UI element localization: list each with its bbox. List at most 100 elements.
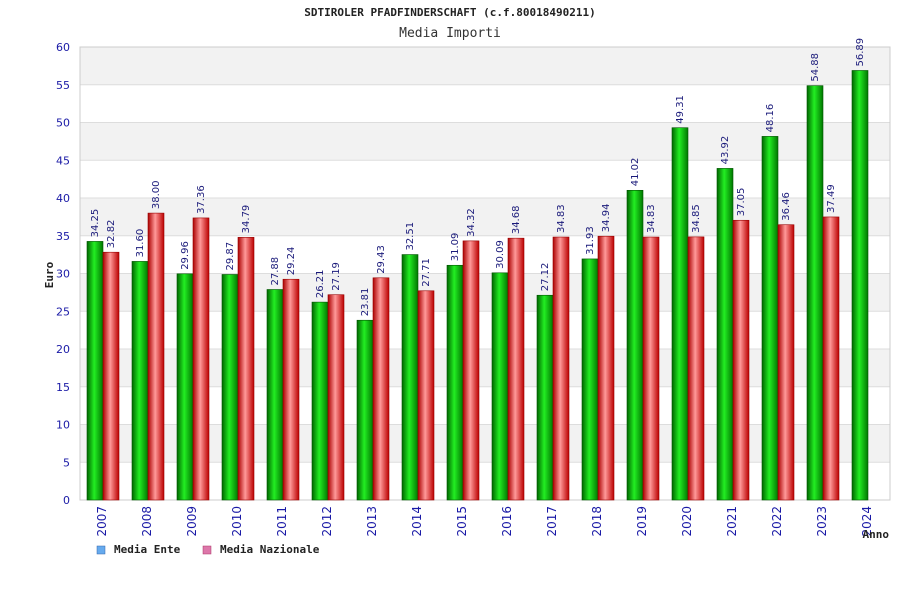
- bar-media-ente: [311, 301, 329, 501]
- data-label: 37.05: [736, 188, 747, 217]
- plot-band: [80, 84, 890, 123]
- x-tick-label: 2010: [230, 506, 244, 537]
- bar-media-nazionale: [192, 217, 210, 501]
- data-label: 54.88: [810, 53, 821, 82]
- bar-media-ente: [401, 254, 419, 501]
- x-tick-label: 2008: [140, 506, 154, 537]
- data-label: 27.71: [421, 258, 432, 287]
- y-tick-label: 35: [56, 230, 70, 243]
- plot-band: [80, 122, 890, 161]
- plot-band: [80, 311, 890, 349]
- bar-media-ente: [671, 127, 689, 501]
- y-tick-label: 50: [56, 117, 70, 130]
- bar-media-ente: [446, 264, 464, 501]
- data-label: 37.49: [826, 184, 837, 213]
- x-axis-ticks: 2007 2008 2009 2010 2011 2012 2013 2014 2015 2016…: [95, 506, 874, 537]
- bar-media-nazionale: [777, 224, 795, 501]
- legend-label-media-ente: Media Ente: [114, 543, 181, 556]
- bar-media-nazionale: [417, 290, 435, 501]
- data-label: 23.81: [360, 288, 371, 317]
- y-tick-label: 45: [56, 154, 70, 167]
- y-tick-label: 55: [56, 79, 70, 92]
- legend-swatch-media-ente: [96, 545, 106, 555]
- bar-media-nazionale: [552, 236, 570, 501]
- y-tick-label: 30: [56, 268, 70, 281]
- data-label: 31.93: [585, 226, 596, 255]
- y-tick-label: 20: [56, 343, 70, 356]
- data-label: 34.83: [646, 204, 657, 233]
- data-label: 31.60: [135, 229, 146, 258]
- data-label: 34.32: [466, 208, 477, 237]
- data-label: 29.87: [225, 242, 236, 271]
- bar-media-ente: [806, 85, 824, 501]
- y-tick-label: 10: [56, 419, 70, 432]
- plot-band: [80, 235, 890, 274]
- x-tick-label: 2009: [185, 506, 199, 537]
- x-tick-label: 2020: [680, 506, 694, 537]
- plot-border: [79, 46, 891, 501]
- data-label: 34.68: [511, 206, 522, 235]
- x-tick-label: 2013: [365, 506, 379, 537]
- data-label: 34.79: [241, 205, 252, 234]
- x-tick-label: 2015: [455, 506, 469, 537]
- bar-media-ente: [221, 274, 239, 501]
- bar-media-ente: [716, 168, 734, 501]
- x-tick-label: 2024: [860, 506, 874, 537]
- legend-label-media-nazionale: Media Nazionale: [220, 543, 320, 556]
- data-label: 27.12: [540, 263, 551, 292]
- plot-band: [80, 198, 890, 236]
- bar-media-nazionale: [147, 212, 165, 501]
- bar-media-nazionale: [507, 237, 525, 501]
- plot-band: [80, 47, 890, 85]
- bar-media-ente: [491, 272, 509, 501]
- data-label: 56.89: [855, 38, 866, 67]
- x-tick-label: 2007: [95, 506, 109, 537]
- data-label: 34.94: [601, 204, 612, 233]
- data-label: 29.24: [286, 247, 297, 276]
- data-label: 34.25: [90, 209, 101, 238]
- x-tick-label: 2022: [770, 506, 784, 537]
- bar-media-nazionale: [597, 235, 615, 501]
- data-label: 37.36: [196, 185, 207, 214]
- y-tick-label: 0: [63, 494, 70, 507]
- bar-media-ente: [536, 294, 554, 501]
- x-tick-label: 2014: [410, 506, 424, 537]
- data-label: 36.46: [781, 192, 792, 221]
- bar-media-ente: [176, 273, 194, 501]
- data-label: 48.16: [765, 104, 776, 133]
- data-label: 43.92: [720, 136, 731, 165]
- bar-media-ente: [86, 241, 104, 501]
- bar-media-nazionale: [102, 251, 120, 501]
- y-axis-label: Euro: [43, 261, 56, 288]
- data-label: 27.88: [270, 257, 281, 286]
- bar-media-nazionale: [462, 240, 480, 501]
- data-labels: 34.25 32.82 31.60 38.00 29.96 37.36 29.87 34.79…: [90, 38, 866, 316]
- bar-media-ente: [131, 261, 149, 501]
- chart-subtitle: Media Importi: [399, 26, 501, 41]
- data-label: 29.43: [376, 245, 387, 274]
- data-label: 29.96: [180, 241, 191, 270]
- bar-media-nazionale: [732, 219, 750, 501]
- bar-media-ente: [356, 319, 374, 501]
- data-label: 34.85: [691, 204, 702, 233]
- x-tick-label: 2017: [545, 506, 559, 537]
- bar-media-ente: [851, 70, 869, 501]
- data-label: 26.21: [315, 269, 326, 298]
- data-label: 32.82: [106, 220, 117, 249]
- plot-band: [80, 462, 890, 500]
- bars: [86, 70, 869, 501]
- bar-media-nazionale: [642, 236, 660, 501]
- y-tick-label: 60: [56, 41, 70, 54]
- y-tick-label: 25: [56, 305, 70, 318]
- x-tick-label: 2019: [635, 506, 649, 537]
- bar-media-nazionale: [237, 237, 255, 501]
- plot-band: [80, 349, 890, 387]
- x-tick-label: 2023: [815, 506, 829, 537]
- x-tick-label: 2011: [275, 506, 289, 537]
- x-tick-label: 2016: [500, 506, 514, 537]
- bar-media-nazionale: [282, 278, 300, 501]
- legend-swatch-media-nazionale: [202, 545, 212, 555]
- bar-media-nazionale: [327, 294, 345, 501]
- bar-media-ente: [581, 258, 599, 501]
